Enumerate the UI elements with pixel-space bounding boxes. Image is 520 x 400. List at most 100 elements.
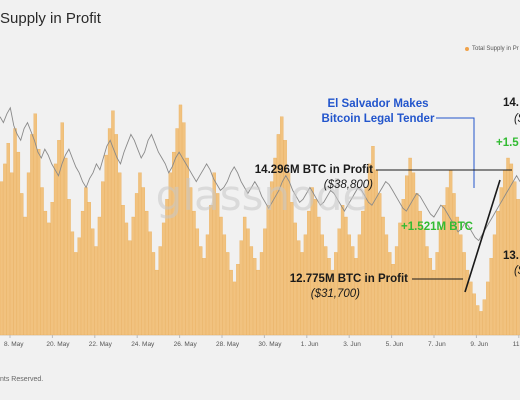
x-tick-label: 24. May [131, 341, 155, 348]
annotation-el-salvador-line1: El Salvador Makes [328, 98, 429, 110]
bar [462, 252, 466, 336]
bar [182, 122, 186, 336]
bar [26, 172, 31, 336]
bar [303, 234, 308, 336]
bar [70, 231, 75, 336]
bar [253, 258, 257, 336]
bar [351, 246, 355, 336]
bar [266, 205, 270, 336]
bar [465, 269, 470, 336]
bar [141, 187, 146, 336]
bar [77, 237, 81, 336]
bar [168, 172, 173, 336]
bar [236, 264, 240, 336]
bar [43, 210, 48, 336]
bar [107, 128, 112, 336]
bar [442, 205, 446, 336]
bar [20, 193, 24, 336]
bar [286, 172, 291, 336]
bar [199, 246, 203, 336]
bar [249, 246, 254, 336]
bar [161, 222, 166, 336]
bar [391, 264, 395, 336]
bar [371, 146, 375, 336]
bar [425, 246, 429, 336]
bar [256, 269, 260, 336]
bar [30, 134, 34, 336]
bar [320, 234, 324, 336]
annotation-right-low-1: 13. [503, 250, 519, 262]
bar [80, 210, 85, 336]
bar [138, 172, 142, 336]
arrow-el-salvador [436, 117, 475, 188]
x-tick-label: 3. Jun [343, 341, 361, 348]
bar [496, 210, 500, 336]
bar [6, 143, 10, 336]
bar [64, 157, 68, 336]
bar [357, 234, 362, 336]
bar [23, 216, 27, 336]
bar [226, 252, 230, 336]
x-tick-label: 8. May [4, 341, 24, 348]
bar [111, 110, 115, 336]
bar [475, 305, 480, 336]
bar [421, 228, 426, 336]
bar [448, 169, 453, 336]
chart-title: Supply in Profit [0, 10, 101, 27]
annotation-right-top-1: 14. [503, 97, 519, 109]
bar [378, 193, 382, 336]
annotation-right-green-top: +1.5 [496, 137, 519, 149]
bar [67, 199, 71, 336]
bar [381, 216, 385, 336]
x-tick-label: 11. [513, 341, 520, 348]
bar [101, 181, 105, 336]
bar [188, 187, 193, 336]
bar [148, 231, 152, 336]
arrow-low-to-mid [464, 179, 501, 293]
price-line [0, 106, 520, 242]
watermark: glassnode [156, 171, 369, 220]
bar [202, 258, 206, 336]
bar [145, 210, 149, 336]
bar [367, 163, 372, 336]
bar [3, 163, 7, 336]
x-tick-label: 22. May [89, 341, 113, 348]
annotation-green-mid: +1.521M BTC [401, 221, 473, 233]
bar [178, 104, 183, 336]
bar [273, 157, 277, 336]
bar [283, 140, 287, 336]
bar [131, 216, 135, 336]
bar [242, 216, 247, 336]
bar [290, 202, 294, 336]
bar [53, 163, 58, 336]
x-tick-label: 1. Jun [301, 341, 319, 348]
bar [513, 181, 517, 336]
bar [452, 193, 456, 336]
bar [324, 246, 328, 336]
bar [259, 252, 264, 336]
bar [438, 228, 443, 336]
bar [482, 299, 487, 336]
bar [87, 202, 91, 336]
bar [121, 205, 125, 336]
bar [222, 234, 227, 336]
bar [499, 187, 503, 336]
legend: Total Supply in Pr [465, 46, 519, 52]
bar [192, 210, 196, 336]
bar [209, 205, 213, 336]
x-tick-label: 28. May [216, 341, 240, 348]
bar [398, 222, 402, 336]
x-tick-label: 30. May [258, 341, 282, 348]
annotation-el-salvador-line2: Bitcoin Legal Tender [322, 113, 435, 125]
bar [354, 258, 358, 336]
bar [509, 163, 514, 336]
annotation-arrows [376, 117, 512, 293]
bar [405, 175, 409, 336]
annotation-profit-low-value: 12.775M BTC in Profit [290, 273, 408, 285]
bar [479, 311, 483, 336]
bar [84, 187, 88, 336]
bar [408, 157, 412, 336]
bar [415, 193, 419, 336]
bar [459, 234, 463, 336]
